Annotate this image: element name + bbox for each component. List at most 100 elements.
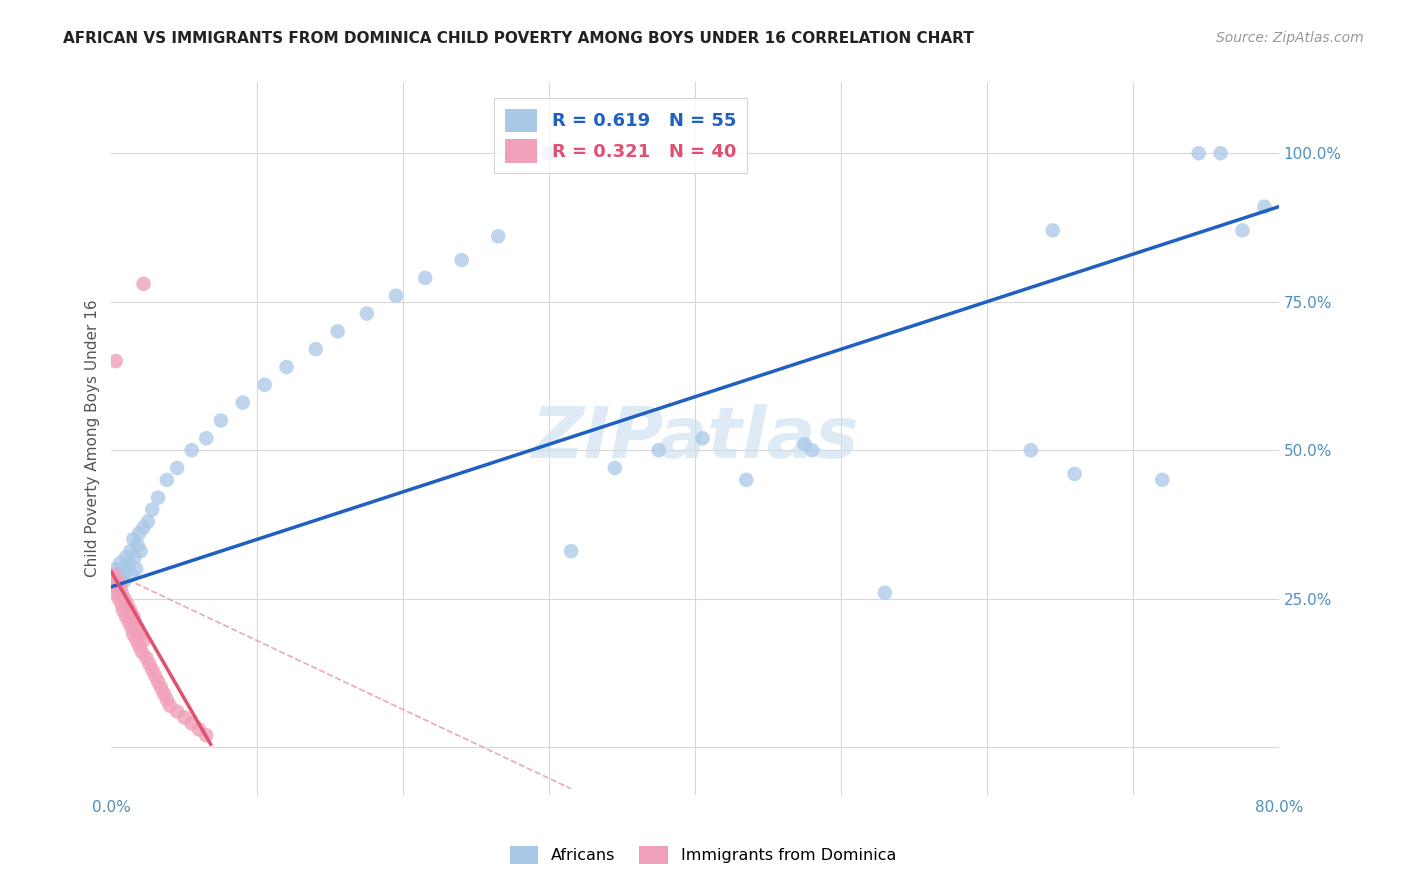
Point: [122, 627, 145, 641]
Point: [111, 586, 134, 600]
Point: [1019, 443, 1042, 458]
Point: [120, 603, 142, 617]
Point: [800, 443, 823, 458]
Point: [104, 562, 127, 576]
Point: [135, 651, 157, 665]
Point: [156, 692, 179, 706]
Point: [122, 609, 145, 624]
Point: [647, 443, 669, 458]
Point: [173, 710, 195, 724]
Point: [127, 538, 149, 552]
Point: [486, 229, 509, 244]
Point: [108, 580, 131, 594]
Point: [124, 550, 146, 565]
Point: [132, 277, 155, 291]
Point: [121, 568, 143, 582]
Point: [166, 705, 188, 719]
Point: [112, 603, 135, 617]
Point: [276, 359, 298, 374]
Point: [101, 580, 124, 594]
Point: [385, 289, 408, 303]
Point: [111, 568, 134, 582]
Point: [1152, 473, 1174, 487]
Point: [118, 615, 141, 630]
Point: [146, 674, 169, 689]
Point: [117, 598, 139, 612]
Point: [450, 253, 472, 268]
Point: [141, 502, 163, 516]
Point: [104, 586, 127, 600]
Point: [118, 556, 141, 570]
Point: [129, 544, 152, 558]
Point: [131, 645, 153, 659]
Point: [127, 621, 149, 635]
Point: [103, 568, 125, 582]
Point: [413, 271, 436, 285]
Text: ZIPatlas: ZIPatlas: [531, 404, 859, 473]
Point: [115, 550, 138, 565]
Point: [356, 307, 378, 321]
Point: [873, 586, 896, 600]
Point: [114, 591, 136, 606]
Point: [124, 615, 146, 630]
Point: [166, 461, 188, 475]
Point: [108, 556, 131, 570]
Point: [1042, 223, 1064, 237]
Point: [188, 723, 211, 737]
Point: [138, 657, 160, 671]
Point: [538, 146, 561, 161]
Point: [195, 728, 218, 742]
Point: [117, 562, 139, 576]
Point: [692, 431, 714, 445]
Text: AFRICAN VS IMMIGRANTS FROM DOMINICA CHILD POVERTY AMONG BOYS UNDER 16 CORRELATIO: AFRICAN VS IMMIGRANTS FROM DOMINICA CHIL…: [63, 31, 974, 46]
Point: [1253, 200, 1275, 214]
Point: [105, 574, 128, 588]
Point: [122, 533, 145, 547]
Point: [305, 342, 328, 356]
Point: [107, 591, 129, 606]
Y-axis label: Child Poverty Among Boys Under 16: Child Poverty Among Boys Under 16: [86, 300, 100, 577]
Point: [560, 544, 582, 558]
Point: [141, 663, 163, 677]
Text: Source: ZipAtlas.com: Source: ZipAtlas.com: [1216, 31, 1364, 45]
Point: [150, 681, 173, 695]
Point: [111, 598, 134, 612]
Point: [793, 437, 815, 451]
Point: [120, 544, 142, 558]
Point: [253, 377, 276, 392]
Point: [105, 574, 128, 588]
Point: [156, 473, 179, 487]
Point: [115, 609, 138, 624]
Point: [121, 621, 143, 635]
Point: [125, 562, 148, 576]
Point: [132, 520, 155, 534]
Point: [180, 443, 202, 458]
Point: [232, 395, 254, 409]
Point: [107, 580, 129, 594]
Point: [132, 633, 155, 648]
Point: [143, 669, 166, 683]
Point: [128, 526, 150, 541]
Point: [209, 413, 232, 427]
Point: [112, 562, 135, 576]
Point: [114, 574, 136, 588]
Point: [180, 716, 202, 731]
Point: [1188, 146, 1211, 161]
Point: [125, 633, 148, 648]
Point: [136, 515, 159, 529]
Point: [735, 473, 758, 487]
Point: [146, 491, 169, 505]
Point: [326, 325, 349, 339]
Point: [159, 698, 181, 713]
Point: [1063, 467, 1085, 481]
Point: [603, 461, 626, 475]
Point: [195, 431, 218, 445]
Point: [1209, 146, 1232, 161]
Point: [153, 687, 176, 701]
Legend: Africans, Immigrants from Dominica: Africans, Immigrants from Dominica: [503, 839, 903, 871]
Point: [104, 354, 127, 368]
Point: [128, 639, 150, 653]
Point: [103, 568, 125, 582]
Point: [1232, 223, 1254, 237]
Legend: R = 0.619   N = 55, R = 0.321   N = 40: R = 0.619 N = 55, R = 0.321 N = 40: [494, 98, 747, 173]
